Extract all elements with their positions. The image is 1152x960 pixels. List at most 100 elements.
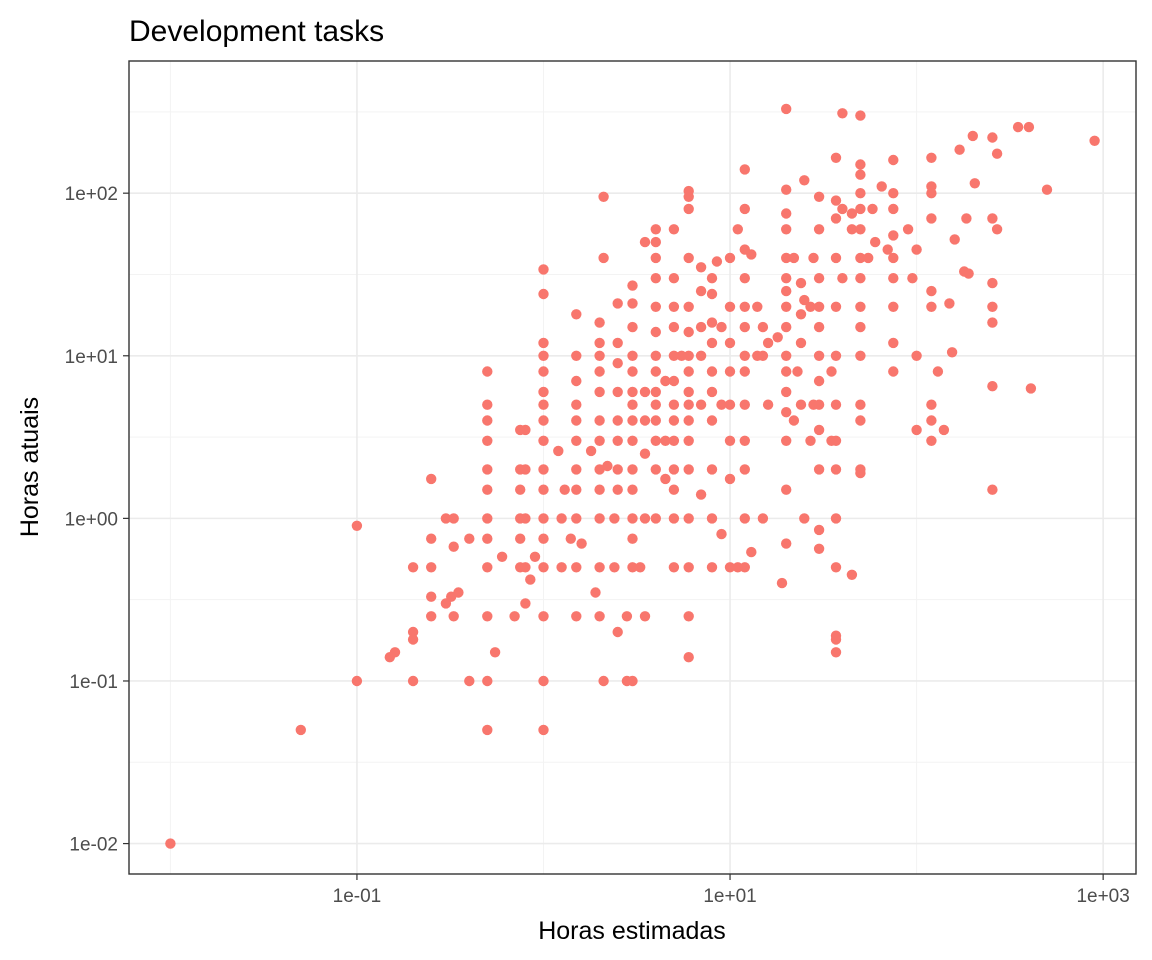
data-point [792, 366, 803, 377]
data-point [813, 543, 825, 554]
data-point [813, 464, 825, 475]
data-point [464, 533, 475, 544]
data-point [482, 399, 493, 410]
data-point [426, 611, 437, 622]
data-point [757, 321, 769, 333]
data-point [627, 562, 638, 573]
data-point [724, 473, 736, 485]
data-point [612, 435, 623, 446]
y-tick-label: 1e+00 [65, 509, 118, 530]
x-tick-label: 1e+01 [703, 886, 756, 907]
data-point [706, 366, 718, 377]
data-point [724, 435, 736, 446]
data-point [650, 252, 661, 264]
data-point [987, 277, 998, 289]
data-point [739, 273, 750, 284]
data-point [520, 598, 531, 609]
data-point [407, 626, 419, 638]
data-point [650, 435, 661, 446]
data-point [585, 445, 597, 457]
data-point [594, 386, 605, 398]
data-point [612, 337, 623, 349]
data-point [813, 524, 825, 536]
data-point [650, 366, 661, 377]
data-point [683, 562, 694, 573]
data-point [813, 399, 825, 410]
data-point [911, 350, 922, 361]
data-point [837, 273, 848, 284]
data-point [695, 399, 707, 410]
data-point [752, 301, 763, 312]
data-point [867, 203, 878, 215]
data-point [961, 213, 972, 224]
data-point [926, 399, 937, 410]
data-point [635, 562, 646, 573]
data-point [876, 181, 887, 192]
data-point [683, 350, 694, 361]
data-point [496, 551, 508, 562]
data-point [1025, 383, 1037, 394]
data-point [870, 236, 881, 248]
data-point [650, 415, 661, 426]
data-point [987, 132, 998, 143]
data-point [598, 191, 609, 202]
data-point [888, 366, 899, 377]
data-point [612, 415, 623, 426]
data-point [538, 533, 549, 544]
data-point [830, 152, 842, 163]
data-point [1089, 135, 1100, 146]
data-point [627, 386, 638, 398]
data-point [781, 285, 792, 297]
data-point [668, 435, 680, 446]
data-point [668, 273, 680, 284]
data-point [351, 675, 363, 687]
data-point [788, 415, 800, 426]
data-point [846, 208, 858, 219]
data-point [612, 484, 623, 495]
data-point [538, 415, 549, 426]
data-point [826, 366, 837, 377]
data-point [695, 350, 707, 361]
data-point [556, 562, 567, 573]
data-point [762, 399, 774, 410]
data-point [855, 399, 866, 410]
data-point [987, 317, 998, 328]
data-point [855, 159, 866, 170]
data-point [612, 464, 623, 475]
data-point [855, 188, 866, 199]
data-point [830, 647, 842, 658]
data-point [538, 562, 549, 573]
data-point [739, 203, 750, 215]
data-point [440, 513, 452, 524]
data-point [602, 460, 613, 472]
data-point [538, 288, 549, 300]
data-point [695, 262, 707, 273]
data-point [954, 144, 965, 155]
data-point [639, 448, 651, 459]
data-point [482, 533, 493, 544]
data-point [571, 484, 582, 495]
y-axis-title: Horas atuais [16, 397, 44, 537]
data-point [813, 375, 825, 387]
data-point [594, 337, 605, 349]
data-point [556, 513, 567, 524]
data-point [594, 317, 605, 328]
data-point [627, 675, 638, 687]
data-point [683, 301, 694, 312]
data-point [482, 675, 493, 687]
data-point [837, 108, 848, 119]
data-point [594, 435, 605, 446]
data-point [987, 381, 998, 392]
data-point [724, 337, 736, 349]
data-point [683, 464, 694, 475]
data-point [538, 264, 549, 275]
data-point [706, 386, 718, 398]
data-point [571, 464, 582, 475]
data-point [888, 273, 899, 284]
data-point [813, 424, 825, 436]
data-point [407, 562, 419, 573]
data-point [426, 562, 437, 573]
data-point [706, 562, 718, 573]
data-point [781, 273, 792, 284]
